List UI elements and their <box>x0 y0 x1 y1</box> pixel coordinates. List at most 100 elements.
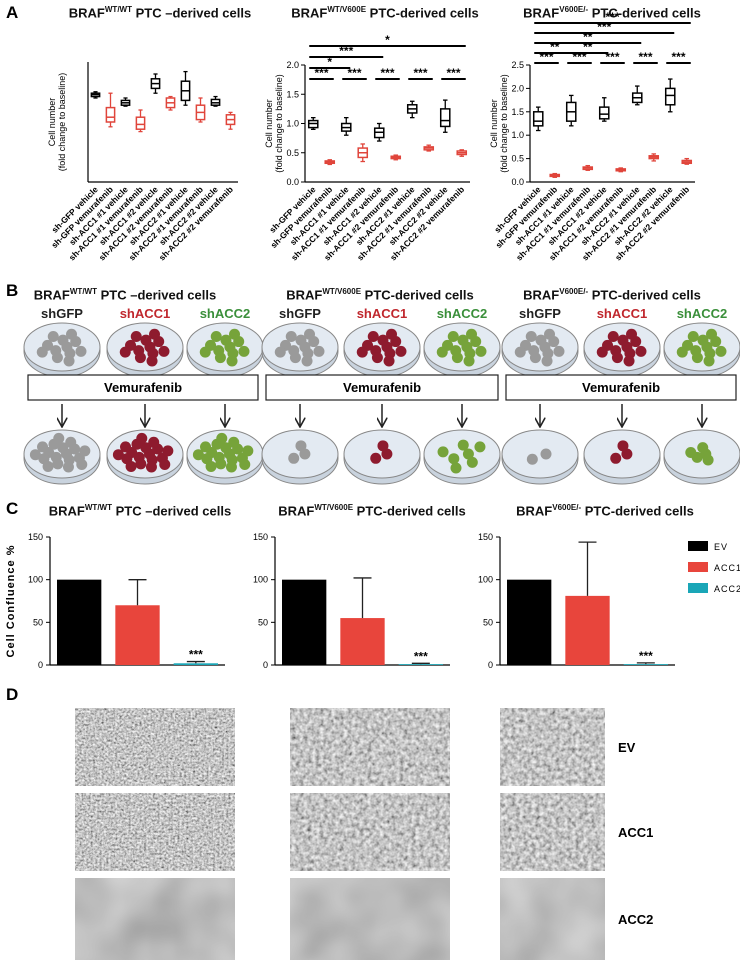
cell-dot <box>611 352 623 364</box>
cell-dot <box>134 352 146 364</box>
cell-dot <box>29 449 41 461</box>
title-text: PTC –derived cells <box>96 287 217 303</box>
y-axis-label: (fold change to baseline) <box>499 74 509 173</box>
group-label: shACC2 <box>677 306 728 321</box>
cell-dot <box>371 352 383 364</box>
title-text: PTC-derived cells <box>366 5 479 21</box>
cell-dot <box>526 453 538 465</box>
cell-dot <box>75 345 87 357</box>
cell-dot <box>125 460 137 472</box>
significance-label: *** <box>671 50 685 64</box>
cell-dot <box>146 355 158 367</box>
legend-swatch <box>688 541 708 551</box>
y-tick-label: 0 <box>263 660 268 670</box>
cell-dot <box>301 355 313 367</box>
bar <box>398 664 443 665</box>
treatment-label: Vemurafenib <box>104 380 182 395</box>
cell-dot <box>463 355 475 367</box>
y-tick-label: 100 <box>253 575 268 585</box>
cell-dot <box>541 355 553 367</box>
cell-dot <box>377 334 389 346</box>
y-tick-label: 0.0 <box>286 177 299 187</box>
cell-dot <box>706 328 718 340</box>
treatment-label: Vemurafenib <box>343 380 421 395</box>
cell-dot <box>229 328 241 340</box>
title-superscript: WT/WT <box>69 287 97 296</box>
bar <box>623 664 668 665</box>
y-tick-label: 2.0 <box>511 83 524 93</box>
title-text: PTC-derived cells <box>581 503 694 519</box>
cell-dot <box>220 334 232 346</box>
panel-title: BRAFWT/V600E PTC-derived cells <box>277 500 467 518</box>
panel-title: BRAFV600E/- PTC-derived cells <box>510 500 700 518</box>
significance-label: *** <box>314 66 328 80</box>
y-tick-label: 1.5 <box>511 107 524 117</box>
y-tick-label: 50 <box>258 617 268 627</box>
cell-dot <box>216 432 228 444</box>
cell-dot <box>607 330 619 342</box>
cell-dot <box>145 461 157 473</box>
panel-title: BRAFWT/WT PTC –derived cells <box>45 500 235 518</box>
y-tick-label: 0.5 <box>511 154 524 164</box>
micrograph <box>289 707 451 787</box>
y-tick-label: 50 <box>483 617 493 627</box>
box <box>598 106 610 120</box>
cell-dot <box>220 442 232 454</box>
significance-label: *** <box>605 10 619 24</box>
y-tick-label: 0 <box>488 660 493 670</box>
cell-dot <box>702 454 714 466</box>
box <box>439 108 451 128</box>
legend-swatch <box>688 562 708 572</box>
cell-dot <box>437 446 449 458</box>
title-text: BRAF <box>516 503 553 519</box>
cell-dot <box>691 352 703 364</box>
panel-title: BRAFWT/WT PTC –derived cells <box>0 284 250 302</box>
y-tick-label: 1.5 <box>286 89 299 99</box>
title-text: BRAF <box>523 5 560 21</box>
cell-dot <box>112 449 124 461</box>
cell-dot <box>553 345 565 357</box>
significance-label: *** <box>380 66 394 80</box>
y-axis-label: Cell number <box>489 99 499 148</box>
micrograph <box>74 877 236 961</box>
bar <box>282 579 327 665</box>
y-axis-label: Cell number <box>264 99 274 148</box>
row-label: ACC2 <box>618 912 653 927</box>
cell-dot <box>299 448 311 460</box>
panel-title: BRAFWT/WT PTC –derived cells <box>40 2 280 20</box>
y-tick-label: 100 <box>28 575 43 585</box>
title-text: PTC-derived cells <box>588 287 701 303</box>
cell-dot <box>617 440 629 452</box>
micrograph <box>289 792 451 872</box>
title-superscript: WT/V600E <box>314 503 354 512</box>
cell-dot <box>617 334 629 346</box>
cell-dot <box>159 458 171 470</box>
cell-dot <box>199 346 211 358</box>
row-label: ACC1 <box>618 825 653 840</box>
panel-label: D <box>6 685 18 704</box>
cell-dot <box>53 432 65 444</box>
cell-dot <box>623 355 635 367</box>
legend-swatch <box>688 583 708 593</box>
title-text: BRAF <box>523 287 560 303</box>
cell-dot <box>676 346 688 358</box>
title-superscript: WT/WT <box>104 5 132 14</box>
y-tick-label: 150 <box>253 532 268 542</box>
cell-dot <box>242 445 254 457</box>
y-axis-label: (fold change to baseline) <box>57 73 67 172</box>
y-tick-label: 0.5 <box>286 148 299 158</box>
y-tick-label: 1.0 <box>286 119 299 129</box>
y-axis-label: Cell number <box>47 98 57 147</box>
cell-dot <box>535 334 547 346</box>
significance-label: *** <box>638 50 652 64</box>
title-text: BRAF <box>278 503 315 519</box>
legend-label: EV <box>714 542 728 552</box>
y-tick-label: 1.0 <box>511 130 524 140</box>
title-superscript: WT/V600E <box>322 287 362 296</box>
cell-dot <box>386 328 398 340</box>
cell-dot <box>148 436 160 448</box>
panel-title: BRAFWT/V600E PTC-derived cells <box>265 2 505 20</box>
significance-label: *** <box>605 50 619 64</box>
cell-dot <box>57 442 69 454</box>
